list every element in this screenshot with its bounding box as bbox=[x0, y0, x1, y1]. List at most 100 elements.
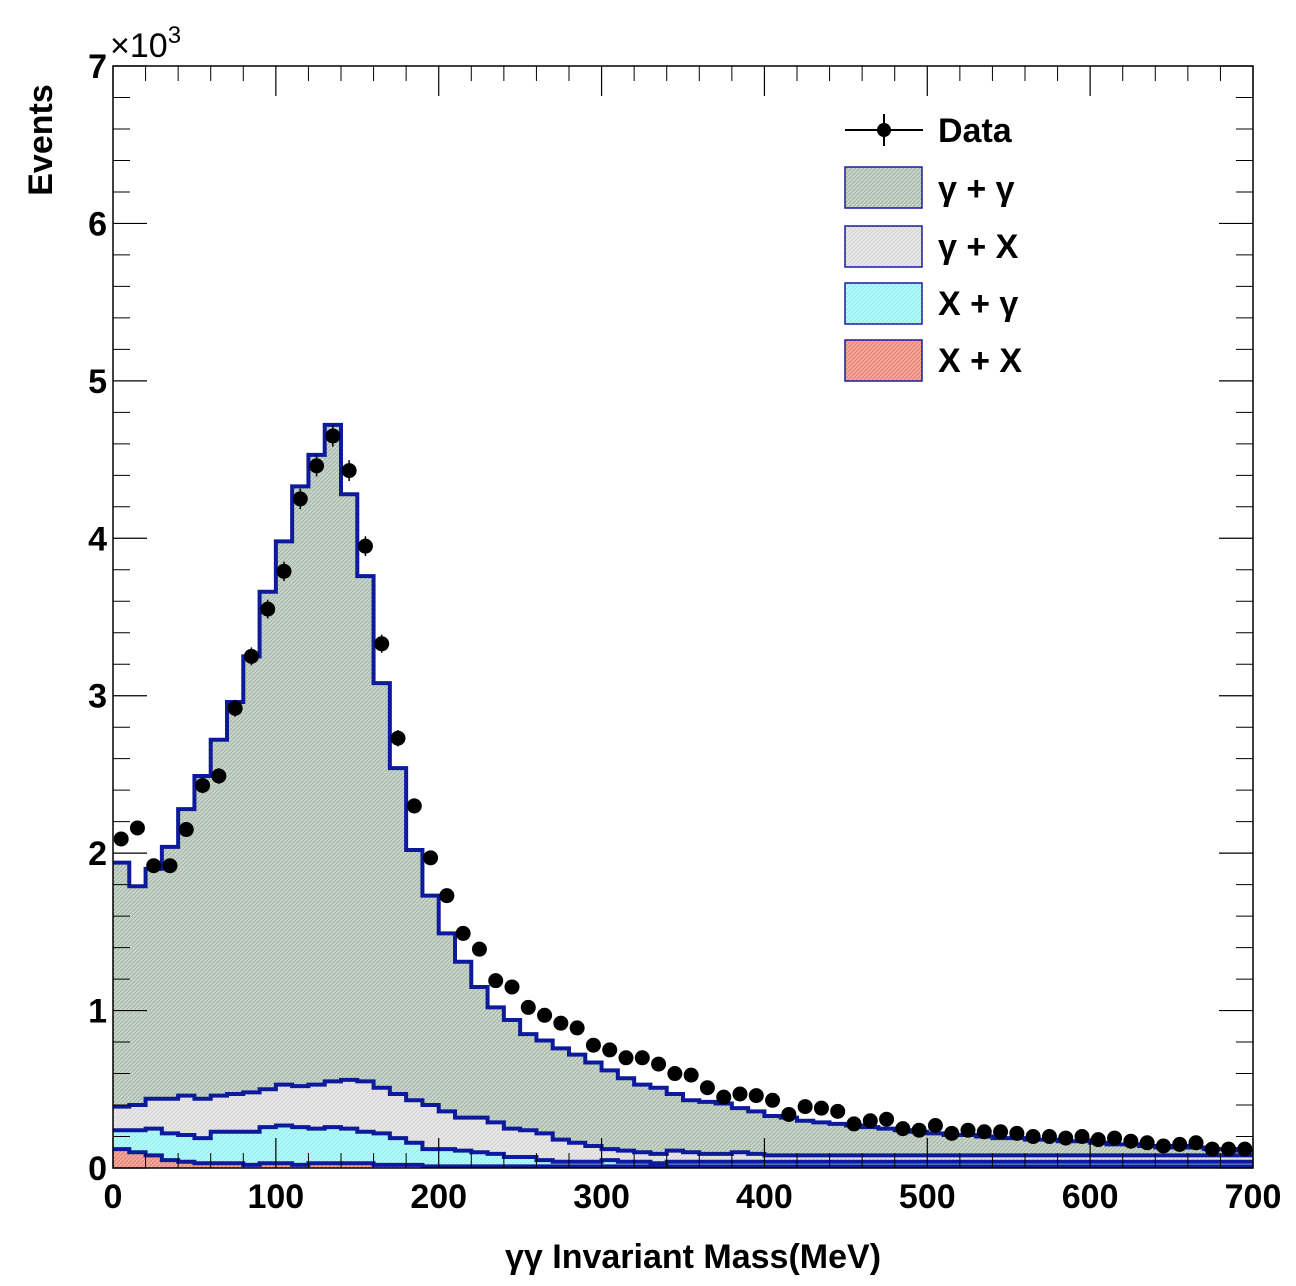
data-point bbox=[1041, 1129, 1057, 1145]
data-point bbox=[1025, 1129, 1041, 1145]
data-point bbox=[357, 538, 373, 554]
x-tick-label: 400 bbox=[736, 1178, 793, 1216]
data-point bbox=[602, 1042, 618, 1058]
data-point bbox=[585, 1037, 601, 1053]
data-point bbox=[211, 768, 227, 784]
y-axis-title: Events bbox=[22, 84, 60, 196]
data-point bbox=[1155, 1138, 1171, 1154]
y-tick-label: 7 bbox=[88, 48, 107, 86]
data-point bbox=[1009, 1125, 1025, 1141]
data-point bbox=[455, 925, 471, 941]
data-point bbox=[765, 1092, 781, 1108]
data-point bbox=[520, 999, 536, 1015]
data-point bbox=[732, 1086, 748, 1102]
data-point bbox=[846, 1116, 862, 1132]
data-point bbox=[618, 1050, 634, 1066]
legend-swatch-xg bbox=[844, 282, 923, 325]
stack-x-gamma-fill bbox=[113, 1125, 1253, 1168]
y-tick-label: 4 bbox=[88, 520, 107, 558]
data-point bbox=[471, 941, 487, 957]
data-point bbox=[325, 428, 341, 444]
data-point bbox=[781, 1106, 797, 1122]
legend-label-gg: γ + γ bbox=[938, 170, 1015, 208]
data-point bbox=[911, 1122, 927, 1138]
y-multiplier-label: ×103 bbox=[110, 22, 181, 65]
data-point bbox=[797, 1099, 813, 1115]
data-point bbox=[651, 1056, 667, 1072]
legend-item-xg: X + γ bbox=[844, 282, 1018, 325]
y-tick-label: 3 bbox=[88, 678, 107, 716]
legend: Data γ + γ γ + X X + γ X + X bbox=[844, 112, 1022, 382]
data-point bbox=[1074, 1129, 1090, 1145]
legend-swatch-gg bbox=[844, 166, 923, 209]
data-point bbox=[634, 1050, 650, 1066]
data-point bbox=[553, 1015, 569, 1031]
x-tick-label: 100 bbox=[247, 1178, 304, 1216]
data-point bbox=[113, 831, 129, 847]
legend-data-marker bbox=[877, 123, 891, 137]
data-point bbox=[960, 1122, 976, 1138]
legend-label-data: Data bbox=[938, 112, 1013, 150]
legend-item-xx: X + X bbox=[844, 339, 1022, 382]
data-point bbox=[439, 888, 455, 904]
data-point bbox=[260, 601, 276, 617]
data-point bbox=[569, 1020, 585, 1036]
legend-item-gx: γ + X bbox=[844, 225, 1019, 268]
stack-gamma-gamma-fill bbox=[113, 424, 1253, 1168]
y-tick-label: 2 bbox=[88, 835, 107, 873]
data-point bbox=[830, 1103, 846, 1119]
data-point bbox=[537, 1007, 553, 1023]
x-axis-title: γγ Invariant Mass(MeV) bbox=[505, 1238, 881, 1276]
data-point bbox=[129, 820, 145, 836]
data-point bbox=[488, 973, 504, 989]
y-tick-label: 0 bbox=[88, 1150, 107, 1188]
x-tick-label: 300 bbox=[573, 1178, 630, 1216]
data-points-layer bbox=[113, 425, 1253, 1157]
legend-item-gg: γ + γ bbox=[844, 166, 1015, 209]
x-tick-label: 600 bbox=[1062, 1178, 1119, 1216]
x-tick-label: 700 bbox=[1225, 1178, 1282, 1216]
data-point bbox=[944, 1125, 960, 1141]
data-point bbox=[993, 1124, 1009, 1140]
legend-label-gx: γ + X bbox=[938, 228, 1019, 266]
data-point bbox=[227, 700, 243, 716]
y-tick-label: 6 bbox=[88, 205, 107, 243]
legend-swatch-xx bbox=[844, 339, 923, 382]
legend-item-data: Data bbox=[845, 112, 1013, 150]
data-point bbox=[976, 1124, 992, 1140]
data-point bbox=[1139, 1135, 1155, 1151]
data-point bbox=[716, 1089, 732, 1105]
data-point bbox=[1237, 1141, 1253, 1157]
legend-label-xx: X + X bbox=[938, 342, 1022, 380]
x-tick-label: 200 bbox=[410, 1178, 467, 1216]
data-point bbox=[862, 1113, 878, 1129]
y-tick-label: 1 bbox=[88, 993, 107, 1031]
data-point bbox=[1058, 1130, 1074, 1146]
plot-frame bbox=[112, 65, 1254, 1169]
data-point bbox=[895, 1121, 911, 1137]
legend-swatch-gx bbox=[844, 225, 923, 268]
data-point bbox=[813, 1100, 829, 1116]
data-point bbox=[390, 730, 406, 746]
y-tick-label: 5 bbox=[88, 363, 107, 401]
x-tick-label: 500 bbox=[899, 1178, 956, 1216]
data-point bbox=[1188, 1135, 1204, 1151]
data-point bbox=[243, 648, 259, 664]
data-point bbox=[1204, 1141, 1220, 1157]
stack-x-x-fill bbox=[113, 1149, 1253, 1168]
data-point bbox=[406, 798, 422, 814]
data-point bbox=[683, 1067, 699, 1083]
data-point bbox=[1123, 1133, 1139, 1149]
data-point bbox=[162, 858, 178, 874]
data-point bbox=[374, 636, 390, 652]
data-point bbox=[292, 491, 308, 507]
data-point bbox=[504, 979, 520, 995]
data-point bbox=[1107, 1130, 1123, 1146]
data-point bbox=[195, 777, 211, 793]
x-tick-label: 0 bbox=[104, 1178, 123, 1216]
data-point bbox=[1221, 1141, 1237, 1157]
data-point bbox=[341, 463, 357, 479]
data-point bbox=[1172, 1136, 1188, 1152]
data-point bbox=[748, 1088, 764, 1104]
